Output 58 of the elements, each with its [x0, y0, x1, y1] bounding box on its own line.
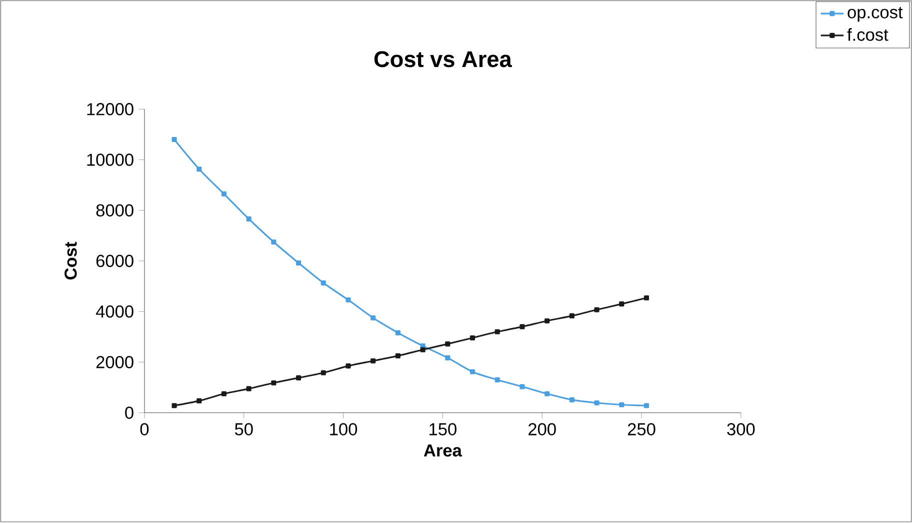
point: [544, 318, 550, 324]
point: [445, 356, 450, 361]
point: [296, 260, 302, 266]
point: [172, 403, 177, 408]
x-tick-label: 300: [727, 423, 755, 436]
x-tick-label: 0: [140, 423, 149, 436]
x-tick-label: 200: [528, 423, 556, 436]
point: [196, 166, 202, 172]
point: [594, 400, 600, 406]
point: [320, 370, 326, 376]
chart-title: Cost vs Area: [374, 51, 512, 68]
point: [221, 391, 227, 396]
point: [470, 369, 476, 374]
point: [644, 296, 650, 301]
x-axis-title: Area: [424, 444, 462, 457]
point: [246, 216, 252, 222]
y-tick-label: 10000: [87, 154, 134, 166]
y-axis-title: Cost: [64, 242, 77, 280]
point: [196, 398, 202, 404]
point: [470, 336, 476, 341]
point: [445, 342, 450, 347]
x-tick-label: 150: [430, 423, 456, 436]
x-tick-label: 50: [234, 423, 253, 436]
point: [644, 403, 650, 408]
point: [569, 398, 574, 403]
point: [619, 302, 624, 307]
y-tick-label: 4000: [96, 306, 134, 318]
point: [520, 324, 525, 330]
point: [320, 280, 326, 286]
point: [395, 353, 400, 359]
point: [370, 358, 376, 364]
y-tick-label: 2000: [96, 356, 134, 368]
point: [569, 314, 574, 319]
point: [271, 240, 276, 245]
y-tick-label: 6000: [96, 255, 134, 268]
point: [221, 192, 227, 197]
point: [619, 402, 624, 408]
point: [395, 330, 400, 336]
point: [544, 391, 550, 396]
point: [172, 137, 177, 142]
y-tick-label: 8000: [96, 204, 134, 217]
point: [494, 329, 500, 335]
x-tick-label: 100: [330, 423, 358, 436]
legend-label: op.cost: [848, 7, 903, 22]
x-tick-label: 250: [628, 423, 656, 436]
point: [420, 347, 426, 352]
y-tick-label: 12000: [87, 103, 134, 116]
point: [296, 376, 302, 381]
point: [494, 378, 500, 383]
point: [346, 298, 351, 303]
legend-label: f.cost: [847, 28, 888, 42]
point: [246, 386, 252, 392]
point: [271, 380, 276, 386]
point: [594, 307, 600, 313]
y-tick-label: 0: [125, 406, 134, 420]
point: [370, 316, 376, 321]
point: [520, 384, 525, 390]
point: [346, 364, 351, 369]
